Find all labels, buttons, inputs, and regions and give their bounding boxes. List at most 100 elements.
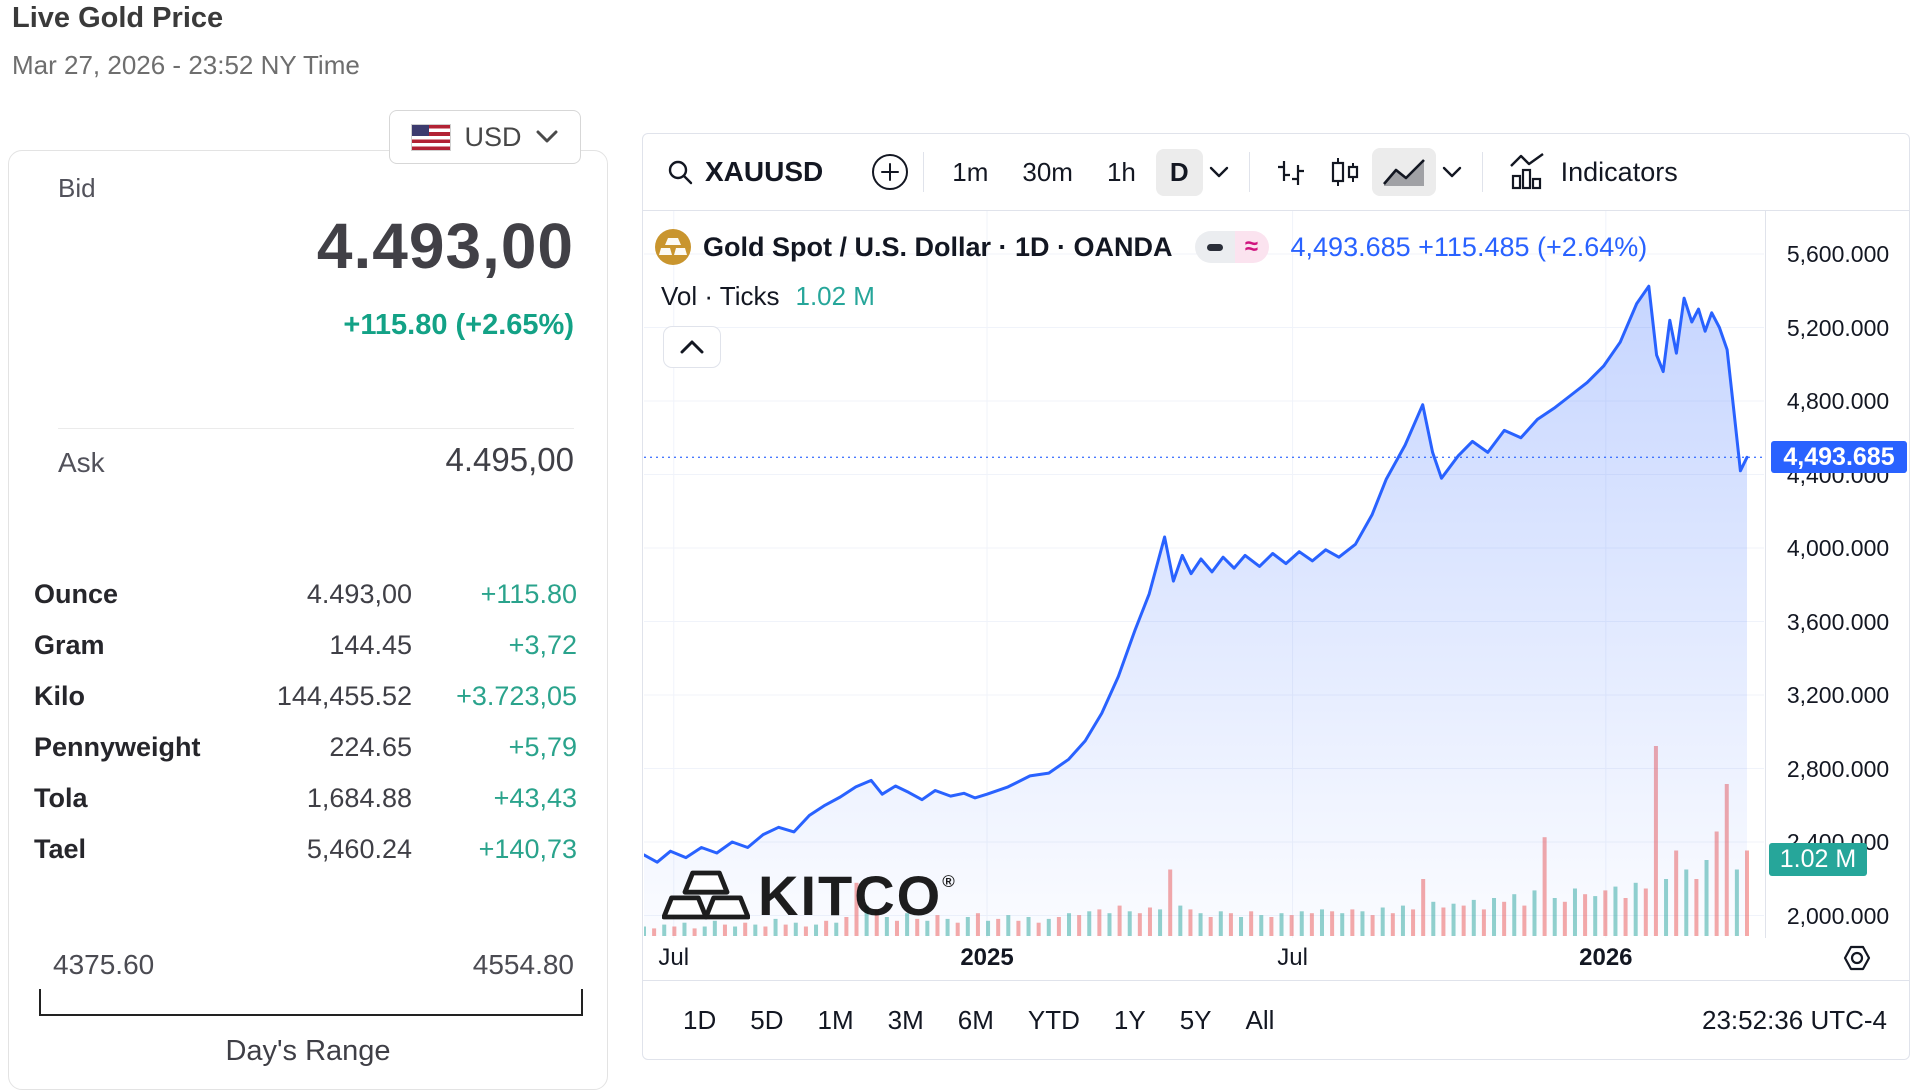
x-axis-tick: 2025 (960, 944, 1014, 971)
chart-style-candles-button[interactable] (1318, 149, 1372, 195)
chart-style-area-button[interactable] (1371, 148, 1436, 196)
interval-button-d[interactable]: D (1155, 148, 1203, 196)
bid-change: +115.80 (+2.65%) (343, 309, 574, 341)
chart-legend: Gold Spot / U.S. Dollar · 1D · OANDA ≈ 4… (655, 229, 1647, 265)
range-button-5y[interactable]: 5Y (1179, 1004, 1212, 1035)
hide-series-icon (1194, 231, 1235, 263)
symbol-search-button[interactable]: XAUUSD (705, 156, 824, 187)
day-range-label: Day's Range (225, 1035, 391, 1067)
chart-widget: XAUUSD 1m 30m 1h D (642, 133, 1910, 1060)
range-button-3m[interactable]: 3M (887, 1004, 924, 1035)
volume-badge: 1.02 M (1769, 843, 1867, 876)
legend-price-change: 4,493.685 +115.485 (+2.64%) (1290, 231, 1648, 262)
range-button-6m[interactable]: 6M (957, 1004, 994, 1035)
volume-value: 1.02 M (795, 281, 875, 311)
chevron-up-icon (680, 340, 704, 354)
unit-label: Kilo (34, 681, 85, 711)
chart-plot-area[interactable]: KITCO® (642, 211, 1764, 938)
chevron-down-icon (536, 130, 557, 143)
y-axis-tick: 3,600.000 (1786, 608, 1890, 635)
interval-button-30m[interactable]: 30m (1022, 156, 1073, 187)
range-buttons: 1D 5D 1M 3M 6M YTD 1Y 5Y All (673, 1001, 1284, 1040)
interval-button-1h[interactable]: 1h (1106, 156, 1136, 187)
unit-label: Ounce (34, 579, 119, 609)
y-axis-tick: 2,800.000 (1786, 755, 1890, 782)
unit-value: 224.65 (329, 732, 412, 762)
unit-value: 1,684.88 (306, 783, 412, 813)
table-row: Pennyweight 224.65 +5,79 (34, 722, 577, 773)
kitco-gold-bars-icon (662, 870, 750, 920)
x-axis-tick: 2026 (1579, 944, 1633, 971)
page-title: Live Gold Price (12, 2, 224, 34)
currency-label: USD (464, 121, 522, 152)
bid-value: 4.493,00 (316, 210, 574, 282)
axis-settings-gear-icon[interactable] (1841, 942, 1873, 974)
unit-label: Tola (34, 783, 88, 813)
unit-value: 5,460.24 (306, 834, 412, 864)
unit-label: Gram (34, 630, 105, 660)
compare-add-icon[interactable] (871, 153, 909, 191)
table-row: Kilo 144,455.52 +3.723,05 (34, 671, 577, 722)
volume-legend: Vol · Ticks 1.02 M (661, 281, 875, 312)
range-button-1y[interactable]: 1Y (1113, 1004, 1146, 1035)
bars-chart-icon (1277, 161, 1304, 185)
x-axis-tick: Jul (1277, 944, 1308, 971)
range-button-5d[interactable]: 5D (750, 1004, 784, 1035)
candles-chart-icon (1331, 158, 1358, 186)
toolbar-divider (1248, 152, 1250, 192)
day-range-bracket (39, 989, 583, 1016)
style-menu-chevron-icon[interactable] (1442, 166, 1462, 178)
page-datetime: Mar 27, 2026 - 23:52 NY Time (12, 50, 360, 80)
volume-label: Vol · Ticks (661, 281, 780, 311)
unit-change: +3,72 (508, 630, 577, 660)
range-button-1m[interactable]: 1M (817, 1004, 854, 1035)
toolbar-divider (1481, 152, 1483, 192)
currency-selector[interactable]: USD (389, 110, 581, 164)
interval-buttons: 1m 30m 1h D (938, 148, 1203, 196)
unit-value: 144,455.52 (276, 681, 412, 711)
price-area-chart (642, 211, 1764, 938)
clock[interactable]: 23:52:36 UTC-4 (1702, 1004, 1887, 1035)
search-icon[interactable] (667, 159, 693, 185)
collapse-legend-button[interactable] (663, 326, 721, 368)
divider (643, 980, 1909, 981)
unit-change: +140,73 (478, 834, 577, 864)
kitco-logo-text: KITCO® (758, 864, 957, 927)
series-visibility-toggle[interactable]: ≈ (1194, 231, 1269, 263)
indicators-label: Indicators (1560, 156, 1678, 187)
day-range-high: 4554.80 (472, 949, 574, 980)
day-range-low: 4375.60 (53, 949, 155, 980)
unit-change: +5,79 (508, 732, 577, 762)
interval-menu-chevron-icon[interactable] (1209, 166, 1229, 178)
chart-bottom-toolbar: 1D 5D 1M 3M 6M YTD 1Y 5Y All 23:52:36 UTC-4 (643, 981, 1909, 1059)
unit-value: 144.45 (329, 630, 412, 660)
unit-change: +3.723,05 (456, 681, 577, 711)
time-axis[interactable]: Jul 2025 Jul 2026 (644, 938, 1764, 978)
gold-coin-icon (655, 229, 691, 265)
ask-value: 4.495,00 (445, 441, 574, 478)
range-button-ytd[interactable]: YTD (1027, 1004, 1080, 1035)
toolbar-divider (923, 152, 925, 192)
price-scale-axis[interactable]: 1.02 M 5,600.000 5,200.000 4,800.000 4,400.… (1765, 211, 1910, 938)
divider (58, 428, 574, 429)
units-table: Ounce 4.493,00 +115.80 Gram 144.45 +3,72 Kilo 1… (34, 569, 577, 875)
unit-change: +43,43 (493, 783, 577, 813)
last-price-badge: 4,493.685 (1771, 441, 1907, 474)
indicators-button[interactable]: Indicators (1497, 146, 1688, 198)
table-row: Gram 144.45 +3,72 (34, 620, 577, 671)
y-axis-tick: 4,800.000 (1786, 388, 1890, 414)
y-axis-tick: 2,000.000 (1786, 902, 1890, 929)
chart-style-bars-button[interactable] (1264, 149, 1318, 195)
range-button-1d[interactable]: 1D (683, 1004, 717, 1035)
kitco-watermark: KITCO® (662, 866, 957, 926)
quote-card: Bid 4.493,00 +115.80 (+2.65%) Ask 4.495,… (8, 150, 608, 1090)
y-axis-tick: 5,600.000 (1786, 241, 1890, 267)
range-button-all[interactable]: All (1245, 1004, 1275, 1035)
interval-button-1m[interactable]: 1m (952, 156, 989, 187)
bid-label: Bid (58, 173, 96, 203)
us-flag-icon (411, 123, 452, 151)
ask-label: Ask (58, 447, 105, 478)
y-axis-tick: 5,200.000 (1786, 314, 1890, 341)
area-chart-icon (1382, 159, 1425, 186)
approx-icon: ≈ (1234, 231, 1269, 263)
